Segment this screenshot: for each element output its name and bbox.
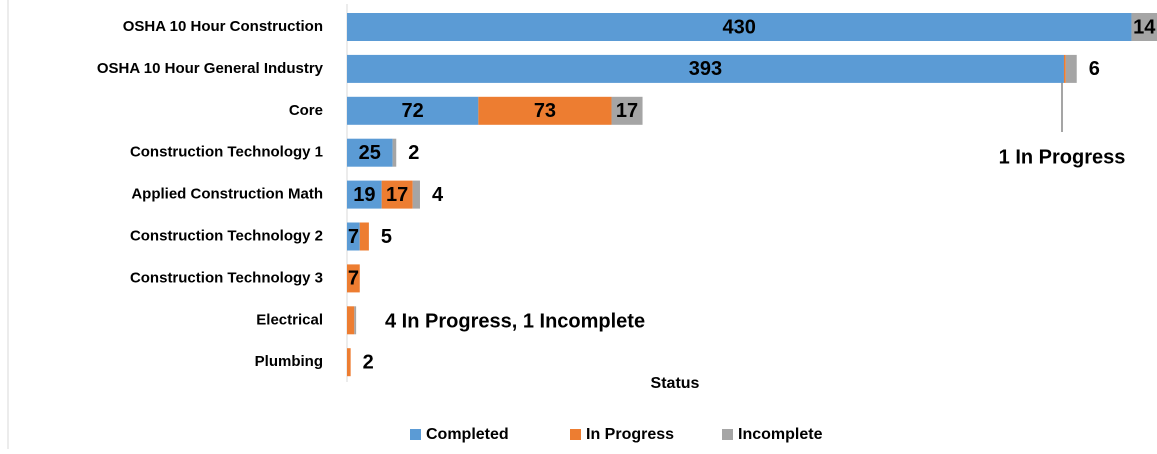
y-tick-label: Electrical <box>256 311 323 328</box>
data-label: 430 <box>723 16 756 38</box>
data-label: 72 <box>402 100 424 122</box>
legend-swatch <box>570 429 581 440</box>
data-label: 7 <box>348 226 359 248</box>
y-tick-label: Core <box>289 102 323 119</box>
y-tick-label: Construction Technology 2 <box>130 227 323 244</box>
y-tick-label: Construction Technology 1 <box>130 144 323 161</box>
bar-segment <box>354 306 357 335</box>
bar-segment <box>347 96 479 125</box>
bar-segment <box>611 96 643 125</box>
data-label: 2 <box>408 142 419 164</box>
legend-label: In Progress <box>586 426 674 443</box>
legend-label: Completed <box>426 426 509 443</box>
y-tick-label: OSHA 10 Hour General Industry <box>97 60 324 77</box>
bar-segment <box>347 138 393 167</box>
data-label: 14 <box>1133 16 1156 38</box>
bar-segment <box>347 180 382 209</box>
legend-swatch <box>410 429 421 440</box>
data-label: 4 <box>432 184 444 206</box>
data-label: 19 <box>353 184 375 206</box>
bar-segment <box>1065 54 1077 83</box>
annotation: 1 In Progress <box>999 146 1126 168</box>
y-tick-label: Applied Construction Math <box>131 186 323 203</box>
legend-label: Incomplete <box>738 426 823 443</box>
bar-segment <box>392 138 397 167</box>
bar-segment <box>412 180 420 209</box>
y-tick-label: Construction Technology 3 <box>130 269 323 286</box>
y-tick-label: Plumbing <box>255 353 323 370</box>
data-label: 7 <box>348 268 359 290</box>
bar-segment <box>1131 13 1157 41</box>
legend-swatch <box>722 429 733 440</box>
data-label: 17 <box>386 184 408 206</box>
bar-segment <box>347 13 1132 41</box>
bar-segment <box>347 306 355 335</box>
bar-segment <box>347 348 351 377</box>
data-label: 393 <box>689 58 722 80</box>
annotation: 4 In Progress, 1 Incomplete <box>385 310 645 332</box>
data-label: 2 <box>363 351 374 373</box>
x-axis-title: Status <box>651 375 700 392</box>
y-tick-label: OSHA 10 Hour Construction <box>123 18 323 35</box>
bar-segment <box>381 180 413 209</box>
bar-segment <box>478 96 612 125</box>
bar-segment <box>347 264 360 293</box>
data-label: 17 <box>616 100 638 122</box>
data-label: 73 <box>534 100 556 122</box>
data-label: 25 <box>359 142 381 164</box>
data-label: 6 <box>1089 58 1100 80</box>
bar-segment <box>347 222 360 251</box>
data-label: 5 <box>381 226 392 248</box>
bar-segment <box>359 222 369 251</box>
bar-segment <box>347 54 1064 83</box>
bar-segment <box>1063 54 1066 83</box>
